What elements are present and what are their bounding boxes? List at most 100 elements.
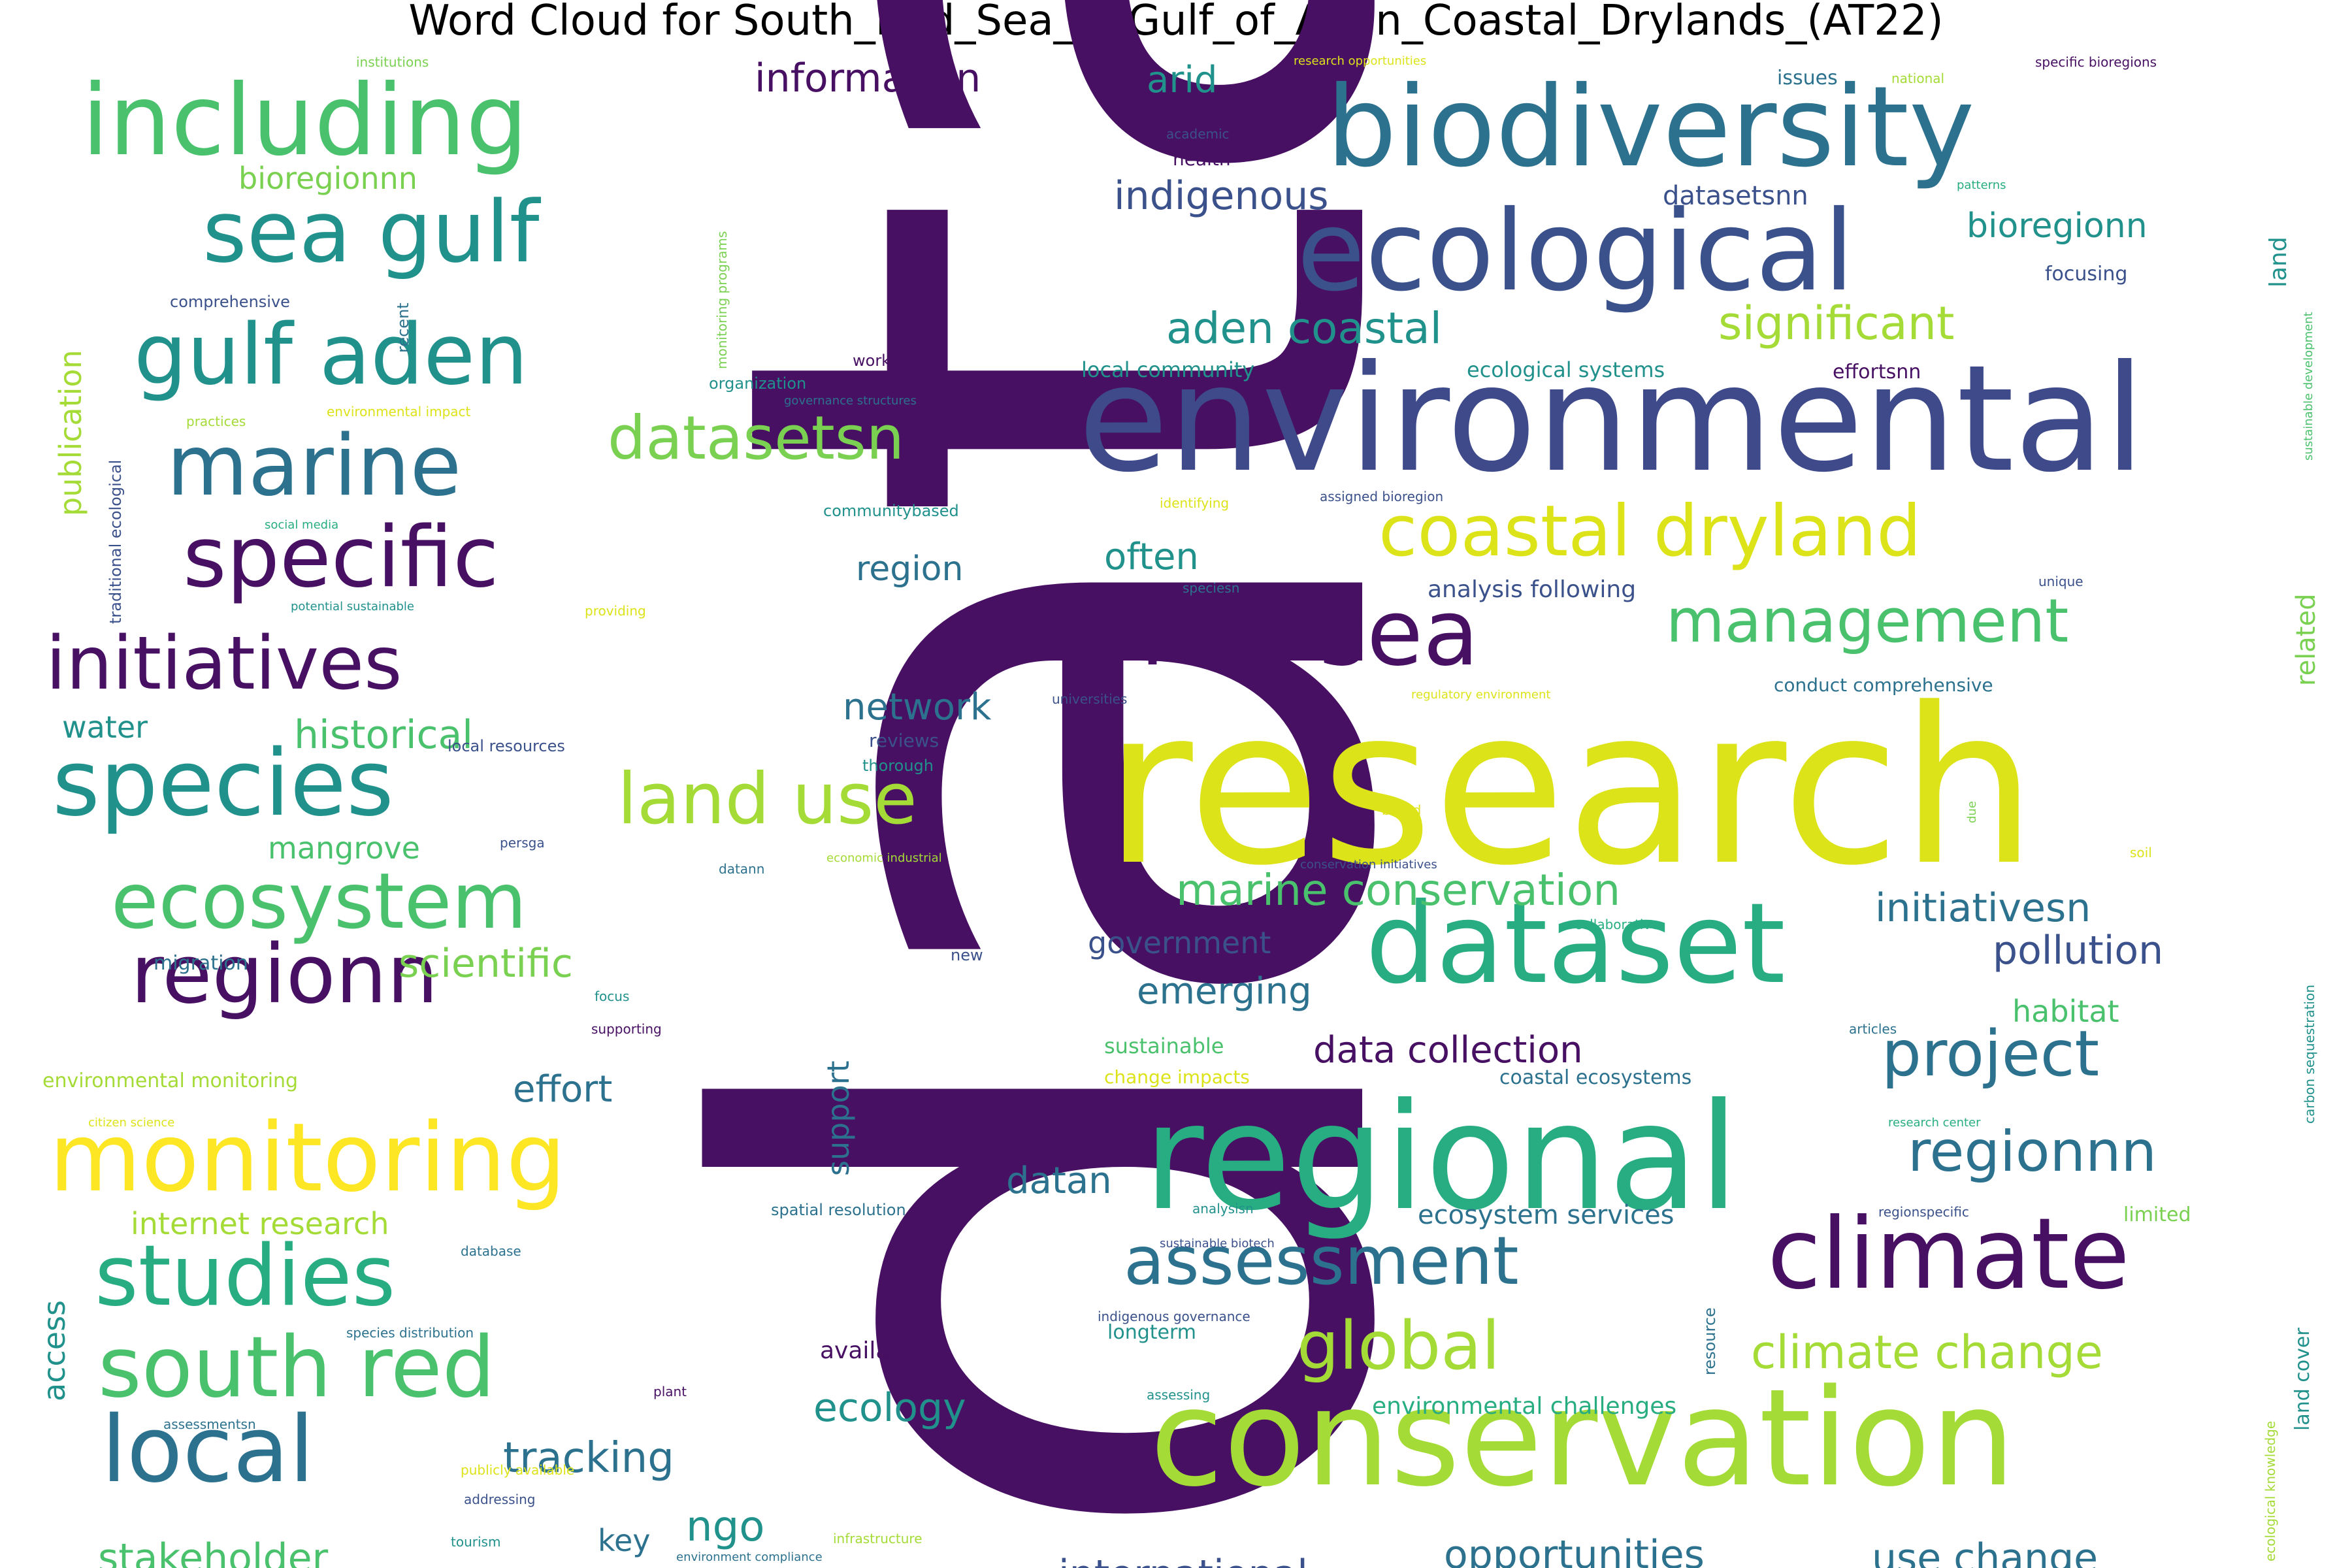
word-regionn: regionn xyxy=(131,928,438,1022)
word-organization: organization xyxy=(709,374,807,393)
word-region: region xyxy=(856,549,964,589)
word-conservation: conservation xyxy=(1150,1361,2016,1516)
word-sea-gulf: sea gulf xyxy=(203,182,540,282)
word-historical: historical xyxy=(294,712,473,758)
word-datan: datan xyxy=(1006,1160,1112,1202)
word-significant: significant xyxy=(1718,297,1955,350)
word-persga: persga xyxy=(500,835,545,851)
word-environmental-challenges: environmental challenges xyxy=(1372,1393,1677,1420)
word-communitybased: communitybased xyxy=(823,502,959,520)
word-tracking: tracking xyxy=(503,1434,674,1482)
word-resource: resource xyxy=(1701,1307,1719,1375)
word-habitat: habitat xyxy=(2012,994,2119,1029)
word-national: national xyxy=(1891,71,1945,86)
word-scientific: scientific xyxy=(399,941,573,987)
word-institutions: institutions xyxy=(356,54,429,70)
word-assessing: assessing xyxy=(1147,1387,1211,1403)
word-regionnn: regionnn xyxy=(1908,1119,2157,1184)
word-issues: issues xyxy=(1777,67,1838,90)
word-climate: climate xyxy=(1767,1198,2130,1311)
word-mangrove: mangrove xyxy=(268,830,420,866)
word-focus: focus xyxy=(595,988,630,1004)
word-sustainable-development: sustainable development xyxy=(2302,312,2315,461)
word-opportunities: opportunities xyxy=(1444,1532,1705,1568)
word-sustainable: sustainable xyxy=(1104,1034,1224,1058)
word-potential-sustainable: potential sustainable xyxy=(291,600,414,613)
word-monitoring: monitoring xyxy=(49,1103,566,1213)
word-datasetsnn: datasetsnn xyxy=(1663,181,1808,211)
word-climate-change: climate change xyxy=(1751,1326,2103,1379)
word-government: government xyxy=(1088,925,1271,960)
word-arid: arid xyxy=(1147,59,1218,101)
word-infrastructure: infrastructure xyxy=(833,1531,923,1546)
word-management: management xyxy=(1666,586,2069,656)
word-universities: universities xyxy=(1052,691,1128,707)
word-local-resources: local resources xyxy=(448,737,565,755)
word-ecology: ecology xyxy=(813,1385,966,1431)
word-emerging: emerging xyxy=(1137,970,1312,1013)
word-ecological-knowledge: ecological knowledge xyxy=(2262,1420,2278,1561)
word-ecological-systems: ecological systems xyxy=(1467,357,1665,382)
word-regulatory-environment: regulatory environment xyxy=(1411,688,1551,702)
word-publication: publication xyxy=(53,350,88,516)
word-project: project xyxy=(1882,1017,2100,1090)
word-related: related xyxy=(2291,593,2321,686)
word-information: information xyxy=(755,56,981,101)
word-support: support xyxy=(821,1060,856,1176)
word-dataset: dataset xyxy=(1365,879,1786,1009)
word-ecosystem: ecosystem xyxy=(111,856,527,946)
word-coastal-ecosystems: coastal ecosystems xyxy=(1499,1066,1692,1089)
word-internet-research: internet research xyxy=(131,1206,389,1241)
figure-title: Word Cloud for South_Red_Sea_&_Gulf_of_A… xyxy=(408,0,1944,45)
word-based: based xyxy=(1382,802,1422,818)
word-economic-industrial: economic industrial xyxy=(826,851,942,865)
word-south-red: south red xyxy=(98,1319,495,1416)
word-carbon-sequestration: carbon sequestration xyxy=(2302,985,2317,1124)
word-regional: regional xyxy=(1143,1072,1739,1243)
word-gulf-aden: gulf aden xyxy=(134,306,529,404)
word-comprehensive: comprehensive xyxy=(170,293,290,311)
word-network: network xyxy=(843,686,992,728)
word-land: land xyxy=(2265,237,2292,287)
word-initiatives: initiatives xyxy=(46,621,402,706)
word-international: international xyxy=(1058,1555,1308,1568)
word-marine: marine xyxy=(167,417,462,515)
word-environmental: environmental xyxy=(1078,334,2146,505)
word-soil: soil xyxy=(2130,845,2152,860)
word-academic: academic xyxy=(1166,126,1230,142)
word-ngo: ngo xyxy=(686,1503,765,1551)
word-health: health xyxy=(1173,148,1231,170)
word-plant: plant xyxy=(653,1384,687,1399)
word-species: species xyxy=(52,730,394,837)
word-database: database xyxy=(461,1243,521,1259)
word-tourism: tourism xyxy=(451,1534,501,1550)
word-ecological: ecological xyxy=(1297,187,1855,316)
word-patterns: patterns xyxy=(1957,178,2006,192)
word-use-change: use change xyxy=(1872,1535,2099,1568)
word-research-opportunities: research opportunities xyxy=(1294,54,1427,68)
word-effort: effort xyxy=(513,1068,613,1111)
word-including: including xyxy=(82,64,529,178)
word-articles: articles xyxy=(1849,1021,1897,1037)
word-research-center: research center xyxy=(1888,1116,1981,1130)
word-assigned-bioregion: assigned bioregion xyxy=(1320,489,1444,504)
word-specific: specific xyxy=(183,509,499,606)
word-species-distribution: species distribution xyxy=(346,1325,474,1341)
word-effortsnn: effortsnn xyxy=(1833,361,1921,384)
word-sustainable-biotech: sustainable biotech xyxy=(1160,1237,1275,1250)
word-analysis-following: analysis following xyxy=(1428,576,1637,603)
word-environmental-monitoring: environmental monitoring xyxy=(42,1070,299,1092)
word-available: available xyxy=(820,1337,926,1364)
word-pollution: pollution xyxy=(1993,928,2164,973)
word-research: research xyxy=(1104,662,2037,913)
word-regionspecific: regionspecific xyxy=(1878,1204,1969,1220)
word-land-use: land use xyxy=(617,759,917,840)
word-data-collection: data collection xyxy=(1313,1029,1583,1071)
word-identifying: identifying xyxy=(1160,495,1230,511)
word-traditional-ecological: traditional ecological xyxy=(106,459,125,624)
word-water: water xyxy=(62,710,148,745)
word-datasetsn: datasetsn xyxy=(608,403,905,473)
word-conservation-initiatives: conservation initiatives xyxy=(1300,858,1437,872)
word-addressing: addressing xyxy=(464,1492,536,1507)
